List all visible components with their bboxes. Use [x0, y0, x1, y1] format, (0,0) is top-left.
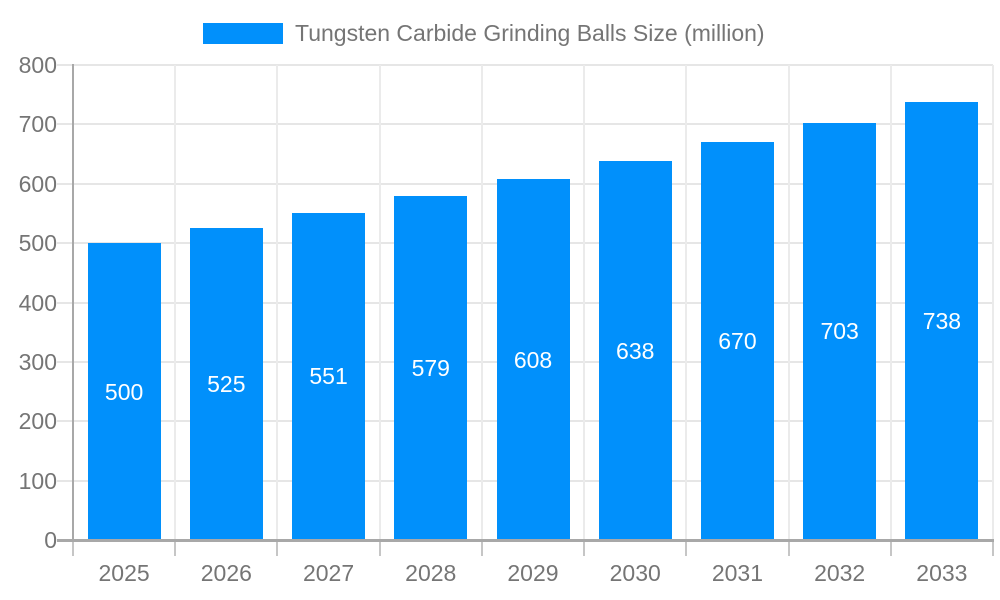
x-axis-tick-label: 2028 — [405, 560, 457, 586]
y-axis-tick-label: 800 — [18, 52, 57, 78]
y-axis-line — [72, 64, 74, 540]
x-gridline — [480, 65, 483, 540]
x-axis-tick-label: 2029 — [507, 560, 559, 586]
x-axis-tick — [378, 540, 381, 556]
bar-2028[interactable] — [394, 196, 468, 539]
x-axis-tick-label: 2026 — [200, 560, 252, 586]
x-gridline — [685, 65, 688, 540]
x-axis-tick-label: 2033 — [916, 560, 968, 586]
x-axis-tick — [889, 540, 892, 556]
y-axis-tick-label: 100 — [18, 467, 57, 494]
y-axis-tick-label: 0 — [44, 527, 57, 553]
x-axis-tick — [583, 540, 586, 556]
x-gridline — [276, 65, 279, 540]
bar-2030[interactable] — [598, 161, 672, 539]
x-axis-tick — [787, 540, 790, 556]
bar-2025[interactable] — [87, 243, 161, 539]
x-axis-tick — [480, 540, 483, 556]
x-axis-tick-label: 2027 — [302, 560, 355, 586]
bar-2033[interactable] — [905, 101, 979, 539]
x-axis-tick — [992, 540, 994, 556]
y-axis-tick-label: 500 — [18, 230, 57, 257]
y-axis-tick-label: 300 — [18, 348, 57, 375]
x-gridline — [787, 65, 790, 540]
y-axis-tick-label: 600 — [18, 170, 57, 197]
y-axis-tick-label: 700 — [18, 111, 57, 138]
x-axis-tick-label: 2031 — [711, 560, 764, 586]
x-gridline — [174, 65, 177, 540]
x-gridline — [992, 65, 994, 540]
x-axis-tick-label: 2025 — [98, 560, 150, 586]
x-gridline — [378, 65, 381, 540]
x-gridline — [889, 65, 892, 540]
bar-2032[interactable] — [803, 122, 877, 539]
x-axis-tick — [72, 540, 74, 556]
y-gridline — [57, 123, 993, 126]
legend-swatch-icon — [203, 23, 283, 44]
x-axis-tick-label: 2030 — [609, 560, 661, 586]
bar-2026[interactable] — [189, 228, 263, 539]
bar-2027[interactable] — [292, 212, 366, 539]
legend-item[interactable]: Tungsten Carbide Grinding Balls Size (mi… — [203, 20, 765, 47]
legend-label: Tungsten Carbide Grinding Balls Size (mi… — [295, 20, 765, 46]
x-gridline — [583, 65, 586, 540]
x-axis-tick — [685, 540, 688, 556]
x-axis-line — [57, 539, 994, 542]
x-axis-tick — [174, 540, 177, 556]
y-gridline — [57, 64, 993, 66]
x-axis-tick — [276, 540, 279, 556]
bar-2031[interactable] — [700, 142, 774, 539]
y-axis-tick-label: 400 — [18, 289, 57, 316]
x-axis-tick-label: 2032 — [814, 560, 866, 586]
y-axis-tick-label: 200 — [18, 408, 57, 435]
bar-2029[interactable] — [496, 179, 570, 539]
